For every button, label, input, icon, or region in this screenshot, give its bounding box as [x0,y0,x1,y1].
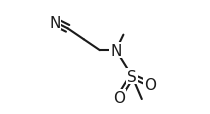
Text: N: N [110,43,122,58]
Text: O: O [113,90,125,105]
Text: O: O [144,77,156,92]
Text: N: N [49,15,61,30]
Text: S: S [127,69,137,84]
